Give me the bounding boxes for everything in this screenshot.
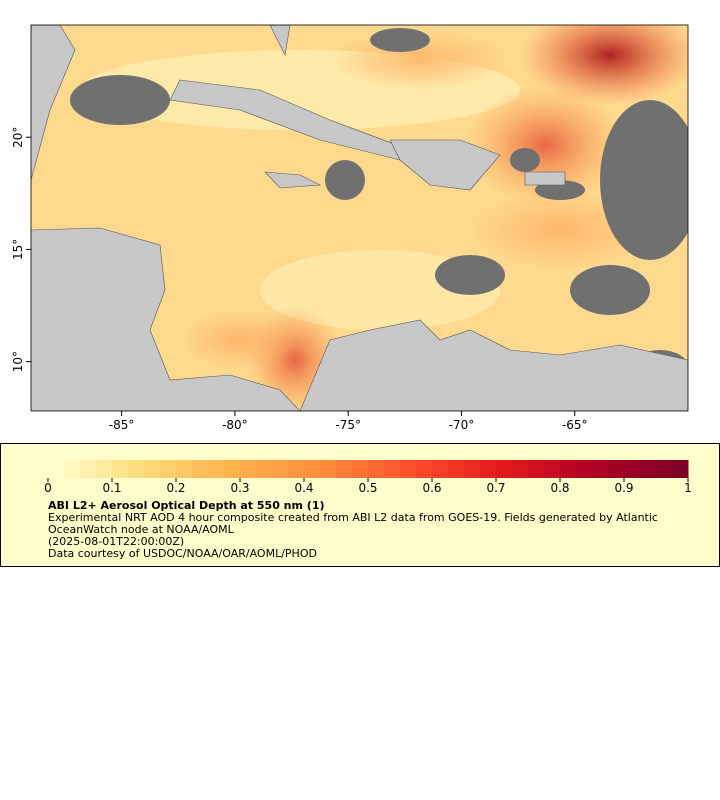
colorbar-step: [336, 460, 353, 478]
figure: 0 0.1 0.2 0.3 0.4 0.5 0.6 0.7 0.8 0.9 1 -85° -80° -7…: [0, 24, 720, 567]
colorbar-step: [208, 460, 225, 478]
colorbar-step: [672, 460, 689, 478]
colorbar-tick-label: 0.4: [294, 481, 313, 495]
colorbar-tick-label: 0.2: [166, 481, 185, 495]
colorbar-step: [464, 460, 481, 478]
land: [31, 25, 688, 411]
colorbar-step: [224, 460, 241, 478]
colorbar-step: [640, 460, 657, 478]
colorbar-step: [368, 460, 385, 478]
colorbar-step: [128, 460, 145, 478]
colorbar-tick-label: 0: [44, 481, 52, 495]
y-tick-label: 20°: [11, 127, 25, 148]
colorbar-step: [656, 460, 673, 478]
colorbar-step: [416, 460, 433, 478]
colorbar-step: [480, 460, 497, 478]
colorbar: 0 0.1 0.2 0.3 0.4 0.5 0.6 0.7 0.8 0.9 1: [44, 460, 692, 495]
colorbar-step: [48, 460, 65, 478]
colorbar-tick-label: 0.9: [614, 481, 633, 495]
colorbar-tick-label: 1: [684, 481, 692, 495]
map: [31, 25, 688, 411]
x-tick-label: -75°: [335, 418, 361, 432]
legend-text: ABI L2+ Aerosol Optical Depth at 550 nm …: [48, 500, 688, 560]
colorbar-step: [176, 460, 193, 478]
colorbar-step: [608, 460, 625, 478]
colorbar-step: [576, 460, 593, 478]
colorbar-step: [64, 460, 81, 478]
colorbar-tick-label: 0.8: [550, 481, 569, 495]
colorbar-step: [544, 460, 561, 478]
y-tick-label: 15°: [11, 239, 25, 260]
colorbar-step: [256, 460, 273, 478]
aod-patch: [180, 310, 300, 370]
colorbar-step: [304, 460, 321, 478]
colorbar-step: [624, 460, 641, 478]
colorbar-step: [80, 460, 97, 478]
map-frame: [30, 24, 689, 412]
colorbar-step: [352, 460, 369, 478]
colorbar-step: [144, 460, 161, 478]
legend-description: Experimental NRT AOD 4 hour composite cr…: [48, 511, 658, 536]
colorbar-tick-label: 0.3: [230, 481, 249, 495]
colorbar-step: [496, 460, 513, 478]
colorbar-step: [560, 460, 577, 478]
legend-title: ABI L2+ Aerosol Optical Depth at 550 nm …: [48, 499, 325, 512]
x-tick-label: -80°: [222, 418, 248, 432]
aod-patch: [465, 85, 625, 205]
colorbar-step: [160, 460, 177, 478]
colorbar-tick-label: 0.6: [422, 481, 441, 495]
colorbar-tick-label: 0.1: [102, 481, 121, 495]
colorbar-step: [112, 460, 129, 478]
colorbar-step: [528, 460, 545, 478]
x-tick-label: -70°: [449, 418, 475, 432]
colorbar-step: [240, 460, 257, 478]
colorbar-step: [448, 460, 465, 478]
colorbar-step: [384, 460, 401, 478]
colorbar-step: [272, 460, 289, 478]
colorbar-tick-label: 0.5: [358, 481, 377, 495]
colorbar-step: [592, 460, 609, 478]
colorbar-step: [512, 460, 529, 478]
legend-credit: Data courtesy of USDOC/NOAA/OAR/AOML/PHO…: [48, 547, 317, 560]
legend-time: (2025-08-01T22:00:00Z): [48, 535, 185, 548]
colorbar-step: [192, 460, 209, 478]
colorbar-step: [400, 460, 417, 478]
aod-patch: [520, 25, 688, 105]
x-tick-label: -85°: [109, 418, 135, 432]
colorbar-step: [432, 460, 449, 478]
y-tick-label: 10°: [11, 351, 25, 372]
colorbar-step: [96, 460, 113, 478]
colorbar-tick-label: 0.7: [486, 481, 505, 495]
colorbar-step: [288, 460, 305, 478]
colorbar-step: [320, 460, 337, 478]
x-tick-label: -65°: [562, 418, 588, 432]
